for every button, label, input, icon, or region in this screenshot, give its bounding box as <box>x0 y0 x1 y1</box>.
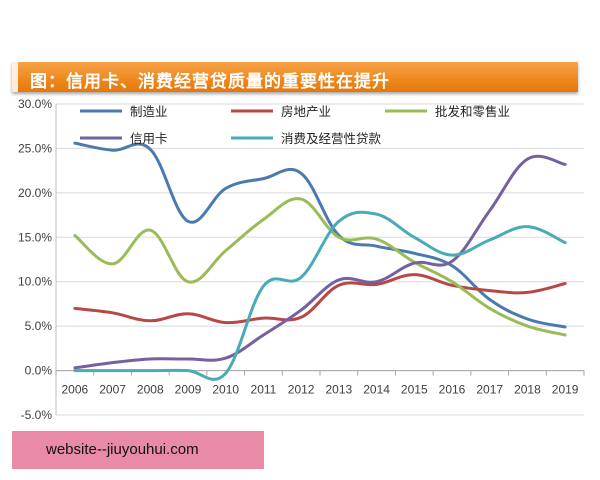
y-tick-label: 30.0% <box>18 97 52 111</box>
chart-title-bar: 图：信用卡、消费经营贷质量的重要性在提升 <box>12 62 578 92</box>
y-tick-label: 5.0% <box>25 319 53 333</box>
y-tick-label: 20.0% <box>18 186 52 200</box>
legend-label: 信用卡 <box>130 131 168 146</box>
x-tick-label: 2013 <box>326 383 353 397</box>
gridlines <box>56 103 584 416</box>
x-tick-label: 2008 <box>137 383 164 397</box>
y-tick-label: 0.0% <box>25 364 53 378</box>
series-line-4 <box>73 210 567 381</box>
y-tick-label: 15.0% <box>18 230 52 244</box>
series-lines <box>73 141 567 381</box>
legend-label: 消费及经营性贷款 <box>281 131 382 146</box>
x-tick-label: 2015 <box>401 383 428 397</box>
series-line-1 <box>73 273 567 325</box>
y-tick-label: 25.0% <box>18 141 52 155</box>
series-line-3 <box>73 154 567 370</box>
legend-label: 制造业 <box>130 104 168 119</box>
x-tick-label: 2011 <box>251 383 277 397</box>
y-tick-label: -5.0% <box>21 408 53 422</box>
x-tick-label: 2014 <box>363 383 390 397</box>
x-tick-label: 2009 <box>175 383 202 397</box>
x-tick-label: 2018 <box>514 383 541 397</box>
x-tick-label: 2016 <box>439 383 466 397</box>
series-line-2 <box>73 197 567 337</box>
x-tick-label: 2017 <box>476 383 503 397</box>
x-tick-label: 2010 <box>212 383 239 397</box>
x-tick-label: 2006 <box>62 383 89 397</box>
y-tick-label: 10.0% <box>18 275 52 289</box>
legend-label: 房地产业 <box>281 104 331 119</box>
watermark: website--jiuyouhui.com <box>12 431 264 469</box>
x-tick-label: 2012 <box>288 383 315 397</box>
series-line-0 <box>73 141 567 329</box>
x-tick-label: 2007 <box>99 383 126 397</box>
axes: 30.0% 25.0% 20.0% 15.0% 10.0% 5.0% 0.0% -5.0% 20… <box>18 97 585 422</box>
watermark-text: website--jiuyouhui.com <box>46 441 199 458</box>
legend-label: 批发和零售业 <box>435 104 510 119</box>
x-tick-label: 2019 <box>552 383 579 397</box>
chart-title: 图：信用卡、消费经营贷质量的重要性在提升 <box>30 72 390 92</box>
